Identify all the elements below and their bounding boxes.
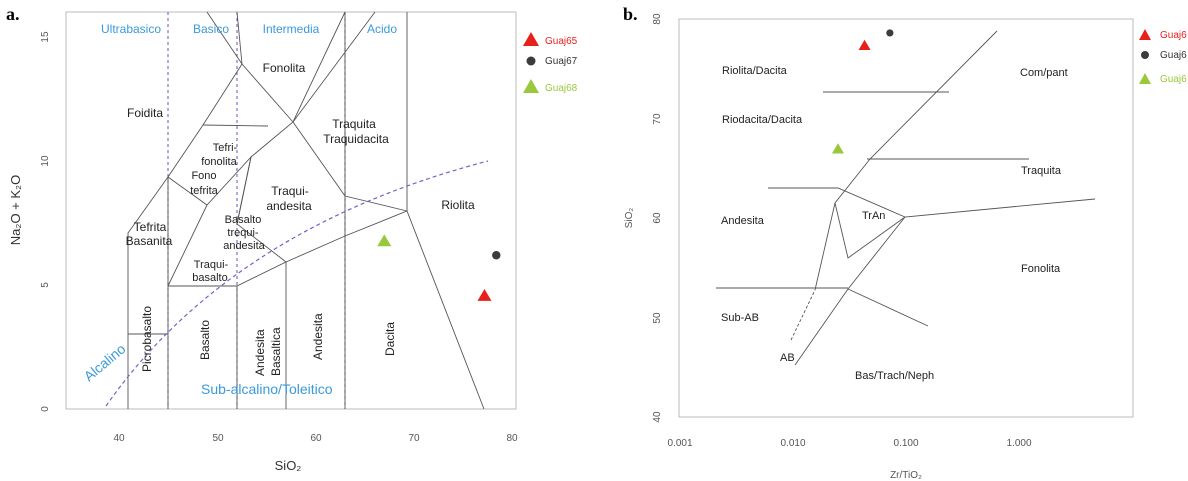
data-point-triangle — [832, 143, 844, 153]
field-label: Andesita — [253, 329, 267, 376]
field-label: Sub-AB — [721, 312, 759, 324]
field-label: Basalto — [225, 214, 262, 226]
data-point-triangle — [377, 234, 391, 246]
column-label-basico: Basico — [193, 22, 229, 36]
field-label: Tefri- — [213, 142, 238, 154]
field-label: Foidita — [127, 106, 163, 120]
data-point-triangle — [477, 289, 491, 301]
y-axis-label-a: Na₂O + K₂O — [8, 175, 23, 245]
legend-triangle-red-icon — [523, 32, 539, 46]
field-label: Traqui- — [194, 259, 229, 271]
y-tick-label: 70 — [652, 113, 663, 125]
data-points-a — [377, 234, 500, 300]
x-tick-label: 80 — [506, 433, 518, 444]
data-point-circle — [886, 29, 893, 36]
legend-label: Guaj6 — [1160, 74, 1187, 85]
field-label: Andesita — [311, 313, 325, 360]
x-tick-label: 40 — [113, 433, 125, 444]
field-label: fonolita — [201, 156, 237, 168]
y-tick-label: 15 — [40, 31, 51, 43]
field-label: TrAn — [862, 210, 885, 222]
field-label: Fonolita — [1021, 263, 1061, 275]
field-label: Com/pant — [1020, 67, 1068, 79]
field-label: basalto — [192, 272, 227, 284]
field-label: Basanita — [126, 234, 173, 248]
field-label: Traqui- — [271, 184, 309, 198]
field-label: Basalto — [198, 320, 212, 360]
legend-circle-icon — [527, 57, 536, 66]
x-axis-label-b: Zr/TiO₂ — [890, 470, 922, 481]
field-label: Riolita — [441, 198, 475, 212]
dashed-boundary — [791, 290, 815, 340]
column-label-intermedia: Intermedia — [263, 22, 320, 36]
x-tick-label: 0.010 — [780, 438, 805, 449]
y-tick-label: 80 — [652, 13, 663, 25]
field-label: andesita — [266, 199, 312, 213]
data-point-circle — [492, 251, 500, 259]
legend-triangle-green-icon — [1139, 73, 1151, 84]
field-label: Basaltica — [269, 327, 283, 376]
x-tick-label: 1.000 — [1006, 438, 1031, 449]
legend-label: Guaj6 — [1160, 30, 1187, 41]
x-tick-label: 0.001 — [667, 438, 692, 449]
legend-label: Guaj67 — [545, 56, 578, 67]
field-label: trequi- — [227, 227, 259, 239]
y-tick-label: 10 — [40, 155, 51, 167]
y-tick-label: 40 — [652, 411, 663, 423]
data-point-triangle — [859, 40, 871, 50]
panel-label-b: b. — [623, 4, 638, 24]
y-tick-label: 0 — [40, 406, 51, 412]
x-axis-label-a: SiO₂ — [275, 458, 302, 473]
field-label: andesita — [223, 240, 265, 252]
legend-label: Guaj65 — [545, 36, 578, 47]
field-label: AB — [780, 352, 795, 364]
series-label-subalcalino: Sub-alcalino/Toleitico — [201, 381, 333, 397]
panel-label-a: a. — [6, 4, 20, 24]
y-axis-label-b: SiO₂ — [624, 208, 635, 229]
field-label: Fonolita — [263, 61, 306, 75]
legend-label: Guaj68 — [545, 83, 578, 94]
legend-triangle-red-icon — [1139, 29, 1151, 40]
field-label: Fono — [191, 170, 216, 182]
column-label-ultrabasico: Ultrabasico — [101, 22, 161, 36]
y-tick-label: 5 — [40, 282, 51, 288]
winchester-floyd-diagram: b. Riolita/Dacita Riodacita/Dacita Com/p… — [623, 4, 1187, 481]
x-tick-label: 70 — [408, 433, 420, 444]
x-tick-label: 0.100 — [893, 438, 918, 449]
legend-triangle-green-icon — [523, 79, 539, 93]
field-label: Traquita — [332, 117, 376, 131]
field-label: Traquita — [1021, 165, 1062, 177]
legend-label: Guaj6 — [1160, 50, 1187, 61]
column-label-acido: Acido — [367, 22, 397, 36]
field-label: Picrobasalto — [140, 306, 154, 372]
field-label: Andesita — [721, 215, 765, 227]
legend-circle-icon — [1141, 51, 1149, 59]
y-tick-label: 50 — [652, 312, 663, 324]
tas-diagram: a. — [6, 4, 578, 473]
y-tick-label: 60 — [652, 212, 663, 224]
x-tick-label: 60 — [310, 433, 322, 444]
series-label-alcalino: Alcalino — [81, 340, 129, 384]
field-label: Riolita/Dacita — [722, 65, 788, 77]
field-label: Riodacita/Dacita — [722, 114, 803, 126]
field-label: Bas/Trach/Neph — [855, 370, 934, 382]
x-tick-label: 50 — [212, 433, 224, 444]
field-label: Tefrita — [134, 220, 167, 234]
field-boundaries-b — [716, 31, 1095, 365]
data-points-b — [832, 29, 894, 153]
field-label: tefrita — [190, 185, 218, 197]
field-label: Traquidacita — [323, 132, 389, 146]
field-label: Dacita — [383, 322, 397, 356]
